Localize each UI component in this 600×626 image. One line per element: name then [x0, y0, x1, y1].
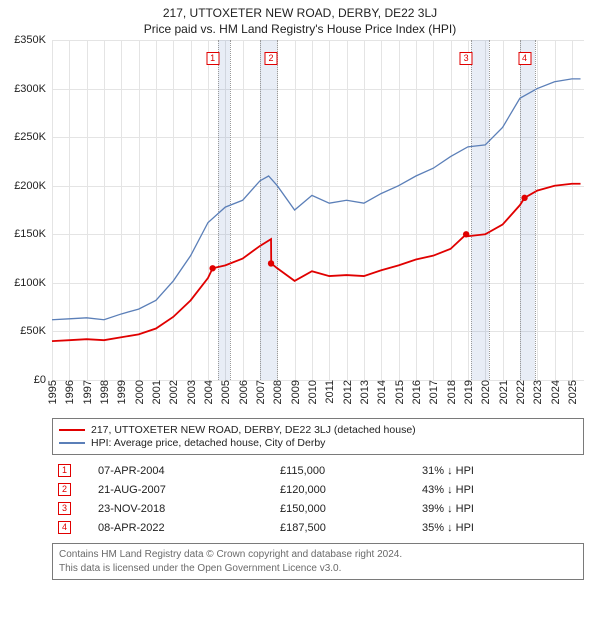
sale-delta: 43% ↓ HPI: [416, 480, 584, 499]
x-axis-label: 2024: [548, 380, 562, 404]
sale-price: £120,000: [274, 480, 416, 499]
x-axis-label: 1999: [114, 380, 128, 404]
sale-dot: [521, 195, 527, 201]
sale-date: 23-NOV-2018: [92, 499, 274, 518]
x-axis-label: 2010: [305, 380, 319, 404]
y-axis-label: £200K: [14, 180, 52, 192]
x-axis-label: 2011: [322, 380, 336, 404]
legend-label: 217, UTTOXETER NEW ROAD, DERBY, DE22 3LJ…: [91, 424, 416, 436]
x-axis-label: 2002: [166, 380, 180, 404]
sale-index: 1: [58, 464, 71, 477]
footer-line: This data is licensed under the Open Gov…: [59, 562, 577, 576]
x-axis-label: 2004: [201, 380, 215, 404]
sale-date: 08-APR-2022: [92, 518, 274, 537]
attribution: Contains HM Land Registry data © Crown c…: [52, 543, 584, 580]
x-axis-label: 2025: [565, 380, 579, 404]
sale-marker: 4: [518, 52, 531, 65]
x-axis-label: 2015: [392, 380, 406, 404]
table-row: 2 21-AUG-2007£120,00043% ↓ HPI: [52, 480, 584, 499]
y-axis-label: £100K: [14, 277, 52, 289]
x-axis-label: 2006: [236, 380, 250, 404]
sale-date: 21-AUG-2007: [92, 480, 274, 499]
y-axis-label: £350K: [14, 34, 52, 46]
table-row: 4 08-APR-2022£187,50035% ↓ HPI: [52, 518, 584, 537]
sale-marker: 3: [460, 52, 473, 65]
x-axis-label: 2003: [184, 380, 198, 404]
sale-marker: 2: [265, 52, 278, 65]
table-row: 1 07-APR-2004£115,00031% ↓ HPI: [52, 461, 584, 480]
table-row: 3 23-NOV-2018£150,00039% ↓ HPI: [52, 499, 584, 518]
y-axis-label: £250K: [14, 131, 52, 143]
sale-index: 2: [58, 483, 71, 496]
sale-index: 3: [58, 502, 71, 515]
x-axis-label: 1996: [62, 380, 76, 404]
legend-swatch: [59, 442, 85, 444]
legend-row: HPI: Average price, detached house, City…: [59, 437, 577, 449]
x-axis-label: 1995: [45, 380, 59, 404]
sale-price: £115,000: [274, 461, 416, 480]
x-axis-label: 2009: [288, 380, 302, 404]
y-axis-label: £50K: [20, 325, 52, 337]
sale-date: 07-APR-2004: [92, 461, 274, 480]
sale-delta: 35% ↓ HPI: [416, 518, 584, 537]
x-axis-label: 2016: [409, 380, 423, 404]
x-axis-label: 2007: [253, 380, 267, 404]
series-price_paid: [52, 184, 581, 341]
sale-dot: [209, 265, 215, 271]
x-axis-label: 2020: [478, 380, 492, 404]
price-chart: £0£50K£100K£150K£200K£250K£300K£350K1995…: [52, 40, 584, 380]
sale-index: 4: [58, 521, 71, 534]
x-axis-label: 2017: [426, 380, 440, 404]
x-axis-label: 2008: [270, 380, 284, 404]
series-hpi: [52, 79, 581, 320]
sale-delta: 39% ↓ HPI: [416, 499, 584, 518]
page-subtitle: Price paid vs. HM Land Registry's House …: [0, 22, 600, 36]
x-axis-label: 2001: [149, 380, 163, 404]
sale-dot: [463, 231, 469, 237]
x-axis-label: 2014: [374, 380, 388, 404]
sales-table: 1 07-APR-2004£115,00031% ↓ HPI 2 21-AUG-200…: [52, 461, 584, 537]
chart-lines: [52, 40, 584, 380]
sale-marker: 1: [206, 52, 219, 65]
x-axis-label: 2019: [461, 380, 475, 404]
sale-delta: 31% ↓ HPI: [416, 461, 584, 480]
x-axis-label: 2005: [218, 380, 232, 404]
footer-line: Contains HM Land Registry data © Crown c…: [59, 548, 577, 562]
x-axis-label: 2023: [530, 380, 544, 404]
page-title: 217, UTTOXETER NEW ROAD, DERBY, DE22 3LJ: [0, 6, 600, 20]
x-axis-label: 2013: [357, 380, 371, 404]
legend: 217, UTTOXETER NEW ROAD, DERBY, DE22 3LJ…: [52, 418, 584, 455]
legend-swatch: [59, 429, 85, 431]
x-axis-label: 1998: [97, 380, 111, 404]
sale-price: £187,500: [274, 518, 416, 537]
legend-row: 217, UTTOXETER NEW ROAD, DERBY, DE22 3LJ…: [59, 424, 577, 436]
x-axis-label: 2021: [496, 380, 510, 404]
y-axis-label: £150K: [14, 228, 52, 240]
x-axis-label: 2012: [340, 380, 354, 404]
x-axis-label: 1997: [80, 380, 94, 404]
x-axis-label: 2022: [513, 380, 527, 404]
legend-label: HPI: Average price, detached house, City…: [91, 437, 325, 449]
sale-price: £150,000: [274, 499, 416, 518]
x-axis-label: 2018: [444, 380, 458, 404]
sale-dot: [268, 260, 274, 266]
y-axis-label: £300K: [14, 83, 52, 95]
x-axis-label: 2000: [132, 380, 146, 404]
